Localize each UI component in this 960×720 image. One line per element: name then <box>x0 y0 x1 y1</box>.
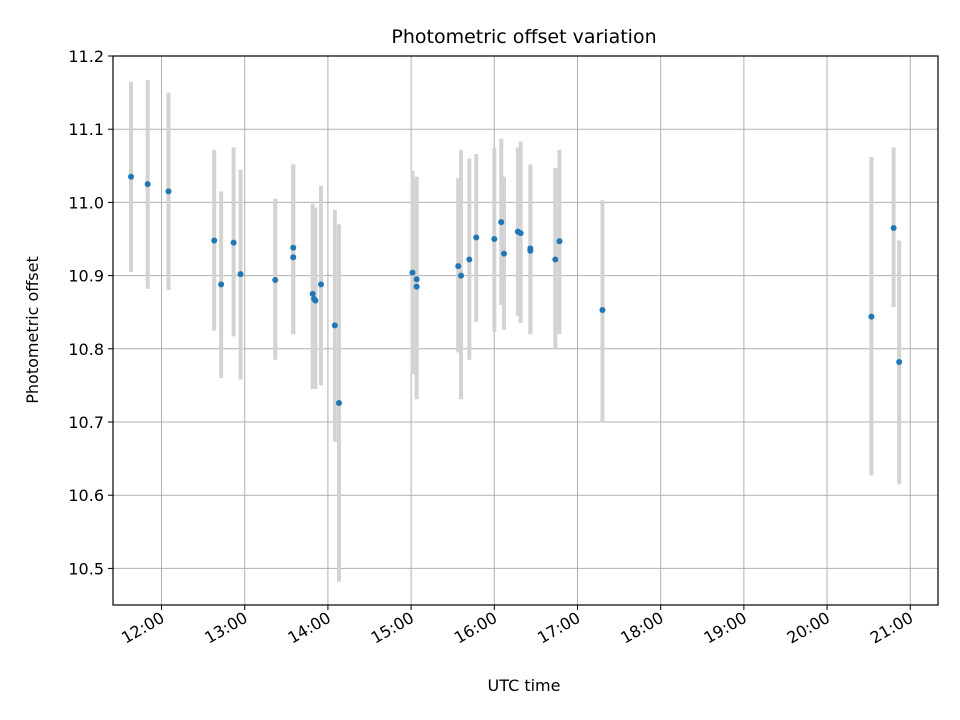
x-tick-label: 21:00 <box>867 608 916 648</box>
data-point <box>409 269 416 276</box>
data-point <box>413 276 420 283</box>
chart-title: Photometric offset variation <box>391 26 656 48</box>
data-point <box>237 271 244 278</box>
data-point <box>527 247 534 254</box>
axis-ticks: 12:00 13:00 14:00 15:00 16:00 17:00 18:00 19:00… <box>68 47 916 648</box>
grid-lines <box>113 55 938 605</box>
data-point <box>413 283 420 290</box>
data-point <box>230 239 237 246</box>
data-point <box>552 256 559 263</box>
x-tick-label: 19:00 <box>700 608 749 648</box>
data-points <box>128 173 903 406</box>
data-point <box>599 307 606 314</box>
y-tick-label: 10.8 <box>68 340 104 359</box>
x-tick-label: 20:00 <box>784 608 833 648</box>
data-point <box>556 238 563 245</box>
data-point <box>144 181 151 188</box>
data-point <box>517 230 524 237</box>
x-tick-label: 17:00 <box>534 608 583 648</box>
y-tick-label: 11.1 <box>68 120 104 139</box>
data-point <box>165 188 172 195</box>
data-point <box>896 358 903 365</box>
y-tick-label: 10.6 <box>68 486 104 505</box>
y-tick-label: 10.5 <box>68 559 104 578</box>
data-point <box>309 290 316 297</box>
data-point <box>890 225 897 232</box>
data-point <box>466 256 473 263</box>
y-tick-label: 11.2 <box>68 47 104 66</box>
x-tick-label: 16:00 <box>451 608 500 648</box>
x-tick-label: 18:00 <box>617 608 666 648</box>
y-axis-label: Photometric offset <box>23 256 42 404</box>
x-tick-label: 13:00 <box>201 608 250 648</box>
data-point <box>211 237 218 244</box>
error-bars <box>129 80 902 582</box>
data-point <box>290 254 297 261</box>
data-point <box>317 281 324 288</box>
y-tick-label: 10.9 <box>68 267 104 286</box>
data-point <box>128 173 135 180</box>
plot-area-frame <box>112 55 939 606</box>
data-point <box>290 244 297 251</box>
data-point <box>498 219 505 226</box>
data-point <box>868 313 875 320</box>
data-point <box>331 322 338 329</box>
y-tick-label: 10.7 <box>68 413 104 432</box>
data-point <box>473 234 480 241</box>
data-point <box>501 250 508 257</box>
x-axis-label: UTC time <box>488 676 561 695</box>
x-tick-label: 14:00 <box>284 608 333 648</box>
data-point <box>455 263 462 270</box>
data-point <box>312 297 319 304</box>
data-point <box>218 281 225 288</box>
data-point <box>458 272 465 279</box>
data-point <box>491 236 498 242</box>
data-point <box>336 399 343 406</box>
x-tick-label: 12:00 <box>118 608 167 648</box>
y-tick-label: 11.0 <box>68 193 104 212</box>
data-point <box>272 276 279 283</box>
x-tick-label: 15:00 <box>368 608 417 648</box>
